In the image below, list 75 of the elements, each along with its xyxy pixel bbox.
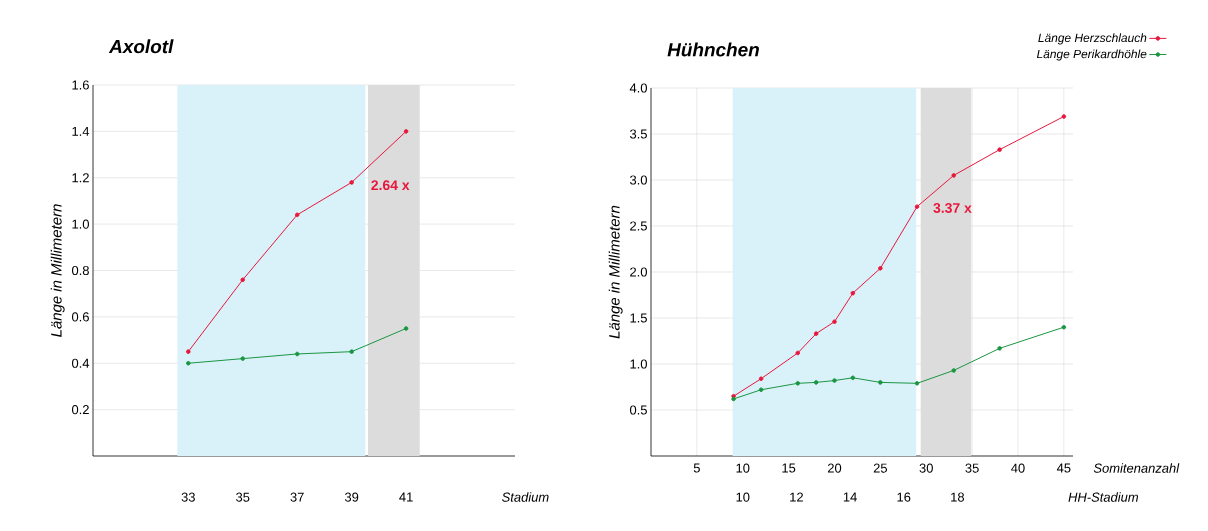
point [951, 173, 957, 178]
annotation: 3.37 x [933, 203, 972, 213]
legend-label: Länge Perikardhöhle [1036, 49, 1147, 61]
point [795, 381, 801, 386]
y-axis-title: Länge in Millimetern [608, 205, 623, 339]
y-tick-label: 3.0 [629, 175, 647, 185]
x2-tick-label: 12 [790, 492, 803, 502]
y-tick-label: 2.0 [630, 267, 647, 277]
legend-label: Länge Herzschlauch [1038, 33, 1147, 45]
x-axis-title: Stadium [502, 492, 549, 502]
point [951, 368, 957, 373]
point [1061, 114, 1067, 119]
y-tick-label: 3.5 [629, 129, 647, 139]
point [813, 380, 819, 385]
y-tick-label: 0.5 [629, 405, 647, 415]
point [850, 375, 856, 381]
point [403, 326, 409, 331]
point [878, 266, 883, 271]
point [832, 319, 837, 324]
annotation: 2.64 x [371, 180, 410, 191]
x-tick-label: 40 [1011, 463, 1025, 473]
point [813, 331, 819, 336]
point [240, 277, 246, 283]
point [914, 381, 920, 386]
y-tick-label: 1.4 [72, 126, 90, 136]
point [294, 351, 300, 357]
point [997, 147, 1002, 152]
x2-tick-label: 18 [951, 492, 965, 502]
point [403, 129, 409, 134]
point [1061, 324, 1067, 330]
x-tick-label: 37 [290, 492, 304, 502]
x-tick-label: 15 [782, 463, 796, 473]
y-tick-label: 2.5 [630, 221, 647, 231]
point [850, 290, 856, 296]
x2-tick-label: 16 [897, 492, 911, 502]
point [758, 376, 764, 382]
point [878, 380, 883, 385]
x-tick-label: 30 [919, 463, 933, 473]
y-tick-label: 0.8 [71, 265, 89, 276]
point [186, 360, 191, 366]
x-tick-label: 10 [736, 463, 750, 473]
y-tick-label: 1.6 [72, 80, 89, 90]
point [758, 387, 764, 393]
x2-axis-title: HH-Stadium [1068, 492, 1139, 502]
point [795, 350, 801, 356]
x-tick-label: 20 [827, 463, 842, 473]
y-tick-label: 1.0 [72, 219, 89, 229]
chart-title: Axolotl [108, 39, 174, 54]
x-tick-label: 33 [181, 492, 195, 502]
x-tick-label: 41 [399, 492, 413, 502]
point [349, 349, 354, 354]
x2-tick-label: 14 [843, 492, 857, 502]
x-axis-title: Somitenanzahl [1093, 463, 1180, 473]
point [186, 349, 191, 354]
x-tick-label: 25 [873, 463, 888, 473]
y-tick-label: 1.2 [72, 173, 89, 183]
y-tick-label: 4.0 [629, 83, 647, 93]
y-tick-label: 1.0 [630, 359, 647, 369]
x-tick-label: 35 [236, 492, 250, 502]
y-tick-label: 1.5 [630, 313, 647, 323]
x-tick-label: 45 [1056, 463, 1071, 473]
chart-title: Hühnchen [667, 42, 759, 57]
point [349, 180, 354, 185]
x-tick-label: 5 [693, 463, 700, 473]
x-tick-label: 35 [965, 463, 979, 473]
point [832, 378, 837, 383]
y-tick-label: 0.4 [71, 358, 90, 368]
point [997, 346, 1002, 351]
point [240, 356, 246, 361]
y-tick-label: 0.6 [71, 312, 89, 322]
point [294, 212, 300, 218]
point [914, 204, 920, 209]
y-tick-label: 0.2 [71, 405, 89, 415]
y-axis-title: Länge in Millimetern [50, 204, 65, 337]
x-tick-label: 39 [344, 492, 359, 502]
